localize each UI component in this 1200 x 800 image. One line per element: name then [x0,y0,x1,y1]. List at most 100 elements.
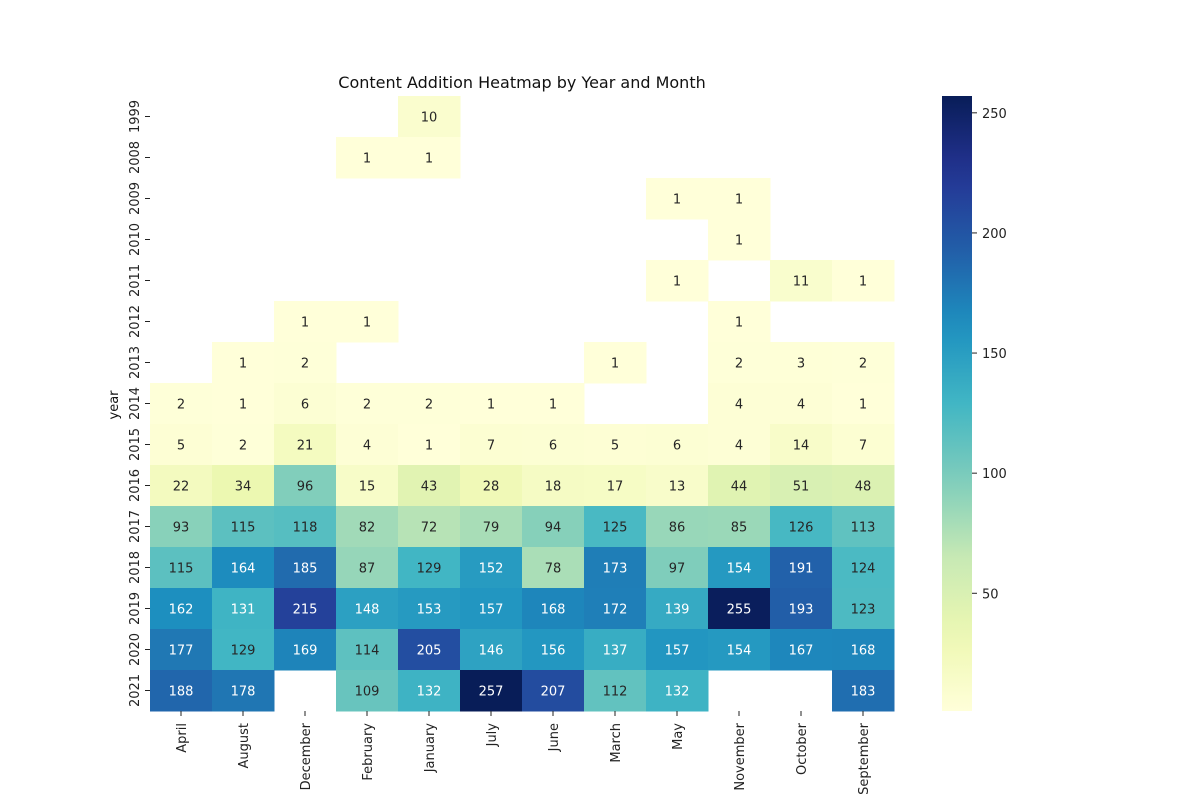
heatmap-cell [150,670,213,712]
cell-value-label: 1 [859,275,867,290]
y-tick-label: 2010 [128,223,143,256]
cell-value-label: 157 [479,603,504,618]
y-tick-label: 2014 [128,387,143,420]
cell-value-label: 4 [735,439,743,454]
heatmap-cell [832,342,895,384]
cell-value-label: 1 [735,193,743,208]
heatmap-cell [522,383,585,425]
cell-value-label: 125 [603,521,628,536]
y-tick-label: 2009 [128,182,143,215]
cell-value-label: 13 [669,480,686,495]
heatmap-cell [832,465,895,507]
heatmap-cell [584,670,647,712]
heatmap-cell [646,260,709,302]
heatmap-cell [460,383,523,425]
cell-value-label: 168 [851,644,876,659]
y-tick-label: 2017 [128,510,143,543]
heatmap-cell [212,424,275,466]
heatmap-cell [398,137,461,179]
cell-value-label: 17 [607,480,624,495]
cell-value-label: 207 [541,685,566,700]
heatmap-cell [522,588,585,630]
heatmap-cell [708,465,771,507]
cell-value-label: 6 [301,398,309,413]
cell-value-label: 48 [855,480,872,495]
heatmap-cell [274,383,337,425]
heatmap-cell [274,465,337,507]
cell-value-label: 5 [611,439,619,454]
heatmap-cell [398,547,461,589]
heatmap-cell [212,383,275,425]
cell-value-label: 123 [851,603,876,618]
cell-value-label: 4 [363,439,371,454]
cell-value-label: 1 [239,398,247,413]
heatmap-cell [646,506,709,548]
heatmap-cell [336,137,399,179]
heatmap-cell [460,629,523,671]
x-tick-label: May [671,723,686,750]
heatmap-cell [150,588,213,630]
cell-value-label: 7 [487,439,495,454]
heatmap-cell [336,588,399,630]
cell-value-label: 137 [603,644,628,659]
cell-value-label: 1 [425,152,433,167]
heatmap-cell [460,506,523,548]
cell-value-label: 215 [293,603,318,618]
cell-value-label: 2 [859,357,867,372]
heatmap-cell [398,588,461,630]
heatmap-cell [398,96,461,138]
cell-value-label: 255 [727,603,752,618]
x-tick-label: March [609,723,624,763]
cell-value-label: 2 [239,439,247,454]
cell-value-label: 1 [487,398,495,413]
cell-value-label: 11 [793,275,810,290]
cell-value-label: 2 [177,398,185,413]
heatmap-cell [212,547,275,589]
heatmap-cell [584,342,647,384]
colorbar: 50 100 150 200 250 [942,96,1007,711]
heatmap-cell [274,342,337,384]
heatmap-cell [460,670,523,712]
heatmap-cell [770,424,833,466]
x-tick-label: July [485,723,500,748]
cell-value-label: 156 [541,644,566,659]
heatmap-cell [584,547,647,589]
heatmap-cell [708,588,771,630]
heatmap-cell [522,506,585,548]
cell-value-label: 169 [293,644,318,659]
cell-value-label: 148 [355,603,380,618]
colorbar-tick-label: 200 [982,227,1007,242]
cell-value-label: 2 [425,398,433,413]
heatmap-cell [522,465,585,507]
cell-value-label: 1 [549,398,557,413]
heatmap-cell [522,670,585,712]
heatmap-cell [832,547,895,589]
heatmap-cell [212,342,275,384]
heatmap-cell [584,465,647,507]
heatmap-cell [584,629,647,671]
cell-value-label: 34 [235,480,252,495]
y-tick-label: 1999 [128,100,143,133]
cell-value-label: 72 [421,521,438,536]
heatmap-cell [460,547,523,589]
heatmap-cell [150,547,213,589]
heatmap-cell [336,301,399,343]
heatmap-cell [212,506,275,548]
cell-value-label: 157 [665,644,690,659]
cell-value-label: 1 [239,357,247,372]
cell-value-label: 167 [789,644,814,659]
cell-value-label: 6 [549,439,557,454]
y-tick-label: 2019 [128,592,143,625]
heatmap-cell [708,383,771,425]
colorbar-tick-label: 150 [982,347,1007,362]
cell-value-label: 193 [789,603,814,618]
cell-value-label: 1 [425,439,433,454]
colorbar-gradient [942,96,972,711]
cell-value-label: 87 [359,562,376,577]
heatmap-cell [770,383,833,425]
cell-value-label: 177 [169,644,194,659]
cell-value-label: 153 [417,603,442,618]
cell-value-label: 78 [545,562,562,577]
y-tick-label: 2020 [128,633,143,666]
